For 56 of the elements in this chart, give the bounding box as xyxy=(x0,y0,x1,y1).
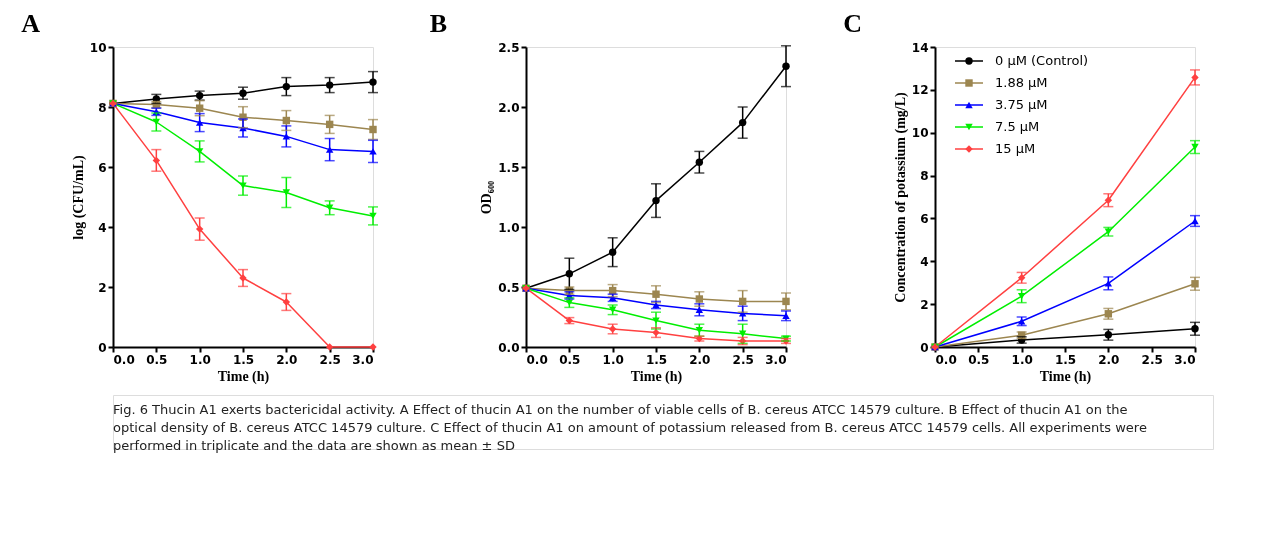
y-tick-label: 0.0 xyxy=(498,340,520,355)
x-tick-label: 0.0 xyxy=(113,352,135,367)
y-tick-label: 1.5 xyxy=(498,160,520,175)
y-tick-label: 4 xyxy=(920,254,929,269)
x-axis-title: Time (h) xyxy=(1039,368,1092,385)
chart-title: C xyxy=(843,9,863,38)
y-tick-label: 6 xyxy=(98,160,107,175)
x-tick-label: 2.0 xyxy=(276,352,298,367)
x-tick-label: 2.0 xyxy=(689,352,711,367)
y-tick-label: 10 xyxy=(911,126,929,141)
y-tick-label: 2 xyxy=(98,280,107,295)
x-tick-label: 0.0 xyxy=(935,352,957,367)
x-tick-label: 1.5 xyxy=(645,352,668,367)
y-tick-label: 8 xyxy=(920,169,929,184)
x-axis-title: Time (h) xyxy=(217,368,270,385)
x-tick-label: 0.5 xyxy=(559,352,581,367)
legend-label: 3.75 μM xyxy=(995,97,1048,112)
x-tick-label: 0.5 xyxy=(968,352,990,367)
y-tick-label: 2 xyxy=(920,297,929,312)
y-tick-label: 8 xyxy=(98,100,107,115)
x-tick-label: 1.5 xyxy=(232,352,255,367)
y-tick-label: 1.0 xyxy=(498,220,520,235)
legend-label: 7.5 μM xyxy=(995,119,1040,134)
x-tick-label: 0.5 xyxy=(146,352,168,367)
y-tick-label: 12 xyxy=(911,83,929,98)
x-tick-label: 1.0 xyxy=(189,352,211,367)
y-tick-label: 0 xyxy=(920,340,929,355)
legend-label: 1.88 μM xyxy=(995,75,1048,90)
x-axis-title: Time (h) xyxy=(630,368,683,385)
y-tick-label: 0.5 xyxy=(498,280,520,295)
y-axis-title: OD₆₀₀ xyxy=(479,180,495,215)
chart-title: B xyxy=(429,9,448,38)
x-tick-label: 2.5 xyxy=(732,352,754,367)
x-tick-label: 3.0 xyxy=(765,352,787,367)
x-tick-label: 0.0 xyxy=(526,352,548,367)
legend-label: 0 μM (Control) xyxy=(995,53,1089,68)
x-tick-label: 2.0 xyxy=(1098,352,1120,367)
y-tick-label: 4 xyxy=(98,220,107,235)
y-tick-label: 14 xyxy=(911,40,929,55)
y-tick-label: 10 xyxy=(89,40,107,55)
y-tick-label: 2.0 xyxy=(498,100,520,115)
caption: Fig. 6 Thucin A1 exerts bactericidal activity. A Effect of thucin A1 on the number of viable cells of B. cereus ATCC 14579 culture. B Effect of thucin A1 on the optical density of B. cereus ATCC 14579 culture. C Effect of thucin A1 on amount of potassium released from B. cereus ATCC 14579 cells. All experiments were performed in triplicate and the data are shown as mean ± SD xyxy=(113,402,1147,453)
y-tick-label: 6 xyxy=(920,211,929,226)
y-tick-label: 0 xyxy=(98,340,107,355)
x-tick-label: 2.5 xyxy=(319,352,341,367)
x-tick-label: 1.0 xyxy=(602,352,624,367)
x-tick-label: 1.5 xyxy=(1054,352,1077,367)
x-tick-label: 1.0 xyxy=(1011,352,1033,367)
y-tick-label: 2.5 xyxy=(498,40,520,55)
y-axis-title: Concentration of potassium (mg/L) xyxy=(892,91,909,303)
y-axis-title: log (CFU/mL) xyxy=(70,154,87,240)
x-tick-label: 3.0 xyxy=(352,352,374,367)
chart-title: A xyxy=(21,9,41,38)
x-tick-label: 2.5 xyxy=(1141,352,1163,367)
x-tick-label: 3.0 xyxy=(1174,352,1196,367)
legend-label: 15 μM xyxy=(995,141,1036,156)
